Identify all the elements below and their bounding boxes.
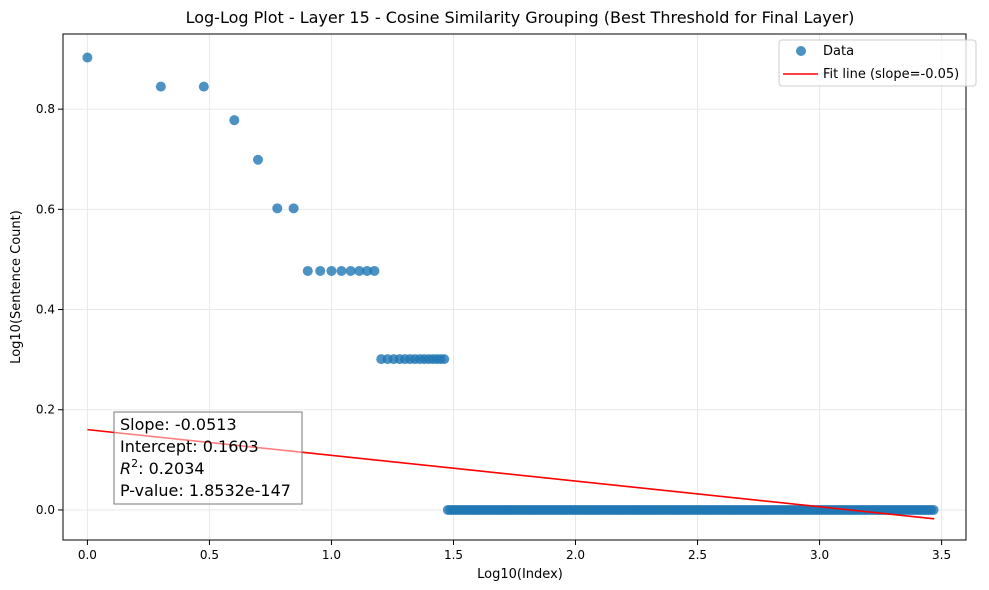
x-tick-label: 1.0 bbox=[322, 548, 341, 562]
legend-frame bbox=[778, 39, 977, 87]
stats-box-frame bbox=[113, 411, 303, 505]
y-axis-label: Log10(Sentence Count) bbox=[9, 210, 24, 364]
stats-pvalue: P-value: 1.8532e-147 bbox=[120, 481, 291, 500]
data-point bbox=[272, 203, 283, 214]
y-tick-label: 0.2 bbox=[36, 403, 55, 417]
data-point bbox=[369, 265, 380, 276]
stats-slope: Slope: -0.0513 bbox=[120, 415, 237, 434]
stats-r2-symbol: R bbox=[120, 459, 131, 478]
data-point bbox=[362, 265, 373, 276]
x-tick-label: 0.5 bbox=[200, 548, 219, 562]
y-tick-label: 0.0 bbox=[36, 503, 55, 517]
x-tick-label: 0.0 bbox=[78, 548, 97, 562]
y-tick-label: 0.8 bbox=[36, 102, 55, 116]
x-tick-label: 1.5 bbox=[444, 548, 463, 562]
data-point bbox=[229, 115, 240, 126]
data-point bbox=[439, 354, 450, 365]
x-axis-label: Log10(Index) bbox=[477, 567, 563, 582]
stats-box: Slope: -0.0513 Intercept: 0.1603 R2: 0.2… bbox=[113, 411, 303, 505]
data-point bbox=[345, 265, 356, 276]
chart-title: Log-Log Plot - Layer 15 - Cosine Similar… bbox=[186, 8, 855, 27]
legend-fit-label: Fit line (slope=-0.05) bbox=[823, 67, 959, 82]
y-axis-ticks: 0.0 0.2 0.4 0.6 0.8 bbox=[36, 102, 63, 517]
data-point bbox=[155, 81, 166, 92]
y-tick-label: 0.6 bbox=[36, 202, 55, 216]
x-tick-label: 3.0 bbox=[810, 548, 829, 562]
data-point bbox=[198, 81, 209, 92]
data-point bbox=[315, 265, 326, 276]
y-tick-label: 0.4 bbox=[36, 303, 55, 317]
data-point bbox=[354, 265, 365, 276]
stats-r2-value: : 0.2034 bbox=[138, 459, 204, 478]
legend-data-label: Data bbox=[823, 44, 854, 59]
x-tick-label: 2.0 bbox=[566, 548, 585, 562]
stats-r2: R2: 0.2034 bbox=[120, 457, 205, 478]
stats-r2-superscript: 2 bbox=[131, 457, 138, 470]
data-point bbox=[326, 265, 337, 276]
legend-data-marker bbox=[796, 46, 806, 56]
data-point bbox=[82, 52, 93, 63]
data-point bbox=[252, 154, 263, 165]
stats-intercept: Intercept: 0.1603 bbox=[120, 437, 259, 456]
x-tick-label: 3.5 bbox=[932, 548, 951, 562]
data-point bbox=[336, 265, 347, 276]
data-series bbox=[82, 52, 939, 515]
data-point bbox=[288, 203, 299, 214]
x-tick-label: 2.5 bbox=[688, 548, 707, 562]
legend: Data Fit line (slope=-0.05) bbox=[778, 39, 977, 87]
x-axis-ticks: 0.0 0.5 1.0 1.5 2.0 2.5 3.0 3.5 bbox=[78, 540, 951, 562]
data-point bbox=[302, 265, 313, 276]
plot-area-frame bbox=[62, 33, 967, 541]
data-point bbox=[928, 504, 939, 515]
